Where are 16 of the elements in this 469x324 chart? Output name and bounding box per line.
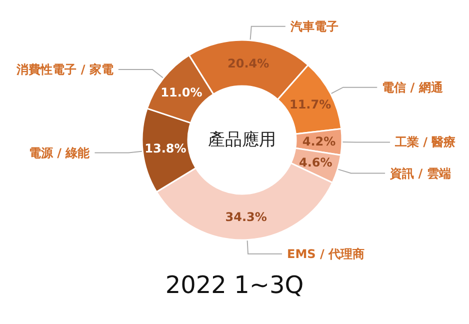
data-label: 11.0% xyxy=(160,85,202,100)
slice-label: 資訊 / 雲端 xyxy=(389,166,451,180)
text: 2022 1~3Q xyxy=(165,271,304,299)
slice-label: EMS / 代理商 xyxy=(287,246,365,261)
slice-label: 汽車電子 xyxy=(289,19,338,34)
data-label: 20.4% xyxy=(228,56,270,70)
slice-label: 工業 / 醫療 xyxy=(394,135,456,150)
data-label: 4.2% xyxy=(302,134,336,149)
data-label: 13.8% xyxy=(144,142,186,156)
text: 產品應用 xyxy=(208,130,276,150)
data-label: 4.6% xyxy=(299,155,332,170)
data-label: 11.7% xyxy=(289,97,332,112)
slice-label: 消費性電子 / 家電 xyxy=(16,62,114,76)
data-label: 34.3% xyxy=(225,210,267,224)
slice-label: 電源 / 綠能 xyxy=(28,146,91,160)
slice-label: 電信 / 網通 xyxy=(382,80,444,94)
